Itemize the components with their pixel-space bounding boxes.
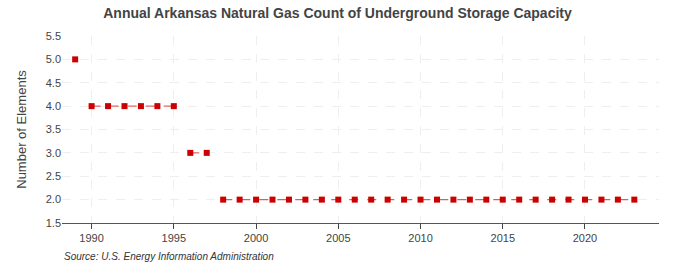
svg-text:Source: U.S. Energy Informatio: Source: U.S. Energy Information Administ… [64, 251, 274, 262]
svg-text:2020: 2020 [573, 232, 597, 244]
svg-text:4.0: 4.0 [46, 100, 61, 112]
svg-text:1995: 1995 [162, 232, 186, 244]
svg-text:2.0: 2.0 [46, 193, 61, 205]
svg-text:4.5: 4.5 [46, 77, 61, 89]
svg-text:5.5: 5.5 [46, 30, 61, 42]
svg-text:2010: 2010 [408, 232, 432, 244]
svg-text:2.5: 2.5 [46, 170, 61, 182]
svg-text:5.0: 5.0 [46, 53, 61, 65]
svg-text:1.5: 1.5 [46, 217, 61, 229]
svg-text:Number of Elements: Number of Elements [14, 70, 29, 189]
svg-text:1990: 1990 [79, 232, 103, 244]
svg-text:2000: 2000 [244, 232, 268, 244]
svg-text:Annual Arkansas Natural Gas Co: Annual Arkansas Natural Gas Count of Und… [103, 5, 572, 21]
svg-text:3.0: 3.0 [46, 147, 61, 159]
svg-text:2005: 2005 [326, 232, 350, 244]
svg-text:3.5: 3.5 [46, 123, 61, 135]
svg-text:2015: 2015 [491, 232, 515, 244]
